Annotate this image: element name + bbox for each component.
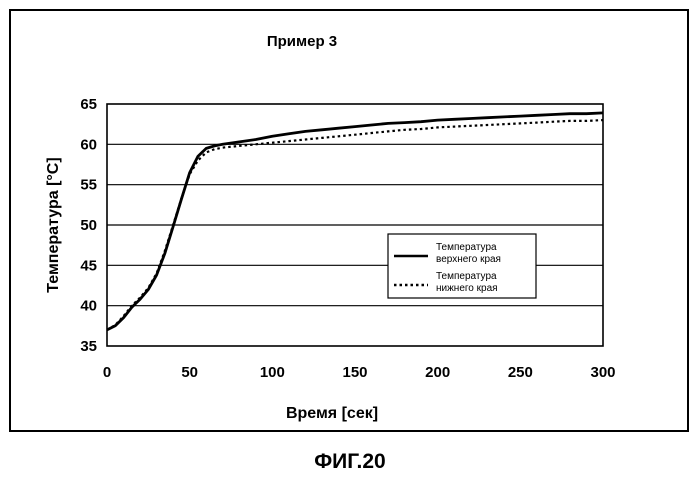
y-tick-label-60: 60 (80, 136, 97, 153)
y-tick-label-50: 50 (80, 217, 97, 234)
y-axis-label: Температура [°C] (45, 157, 62, 292)
y-tick-labels: 35 40 45 50 55 60 65 (80, 96, 97, 355)
x-tick-label-150: 150 (342, 364, 367, 381)
legend: Температураверхнего края Температуранижн… (388, 234, 536, 298)
chart-title: Пример 3 (267, 33, 337, 50)
x-tick-label-250: 250 (508, 364, 533, 381)
x-tick-label-0: 0 (103, 364, 111, 381)
figure-caption: ФИГ.20 (0, 450, 700, 474)
x-tick-label-50: 50 (181, 364, 198, 381)
y-tick-label-35: 35 (80, 338, 97, 355)
y-tick-label-40: 40 (80, 298, 97, 315)
x-tick-labels: 0 50 100 150 200 250 300 (103, 364, 616, 381)
y-tick-label-55: 55 (80, 177, 97, 194)
x-tick-label-200: 200 (425, 364, 450, 381)
x-tick-label-100: 100 (260, 364, 285, 381)
legend-label-bottom-edge: Температуранижнего края (436, 271, 498, 294)
x-tick-label-300: 300 (590, 364, 615, 381)
y-tick-label-65: 65 (80, 96, 97, 113)
legend-label-top-edge: Температураверхнего края (436, 242, 501, 265)
x-axis-label: Время [сек] (286, 405, 378, 422)
y-tick-label-45: 45 (80, 257, 97, 274)
line-chart: Пример 3 35 40 45 50 55 60 65 0 50 100 150 200 250 3… (0, 0, 700, 440)
